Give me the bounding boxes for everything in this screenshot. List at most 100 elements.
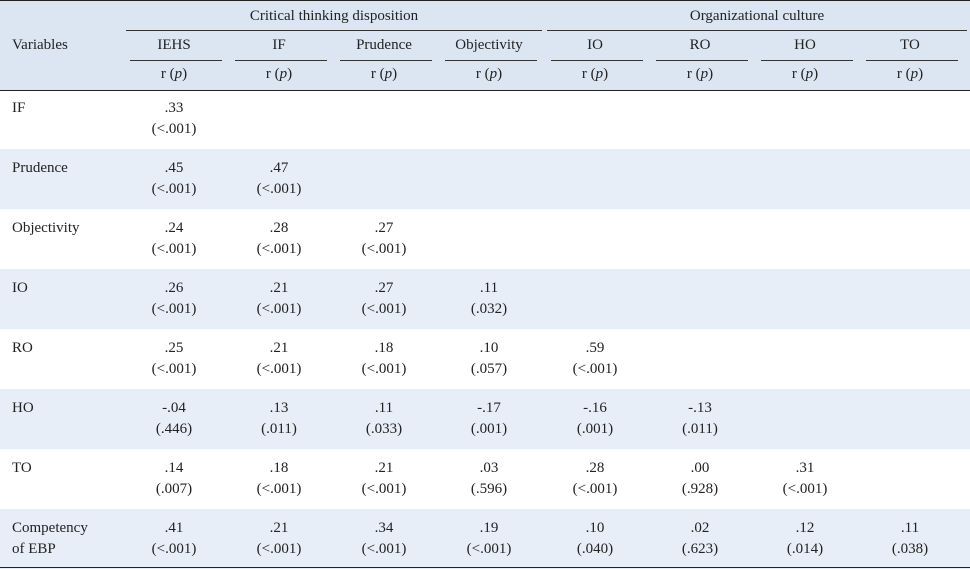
table-cell: .10 (.057) bbox=[441, 338, 537, 380]
r-value: .28 bbox=[585, 460, 605, 476]
column-header: Objectivity bbox=[455, 37, 523, 53]
stat-label: r (p) bbox=[652, 66, 748, 83]
table-cell: .59 (<.001) bbox=[547, 338, 643, 380]
table-cell: .27 (<.001) bbox=[336, 218, 432, 260]
p-value: (<.001) bbox=[151, 241, 197, 257]
r-value: .24 bbox=[164, 220, 184, 236]
stat-label: r (p) bbox=[547, 66, 643, 83]
table-cell: .11 (.038) bbox=[862, 518, 958, 560]
table-cell: .33 (<.001) bbox=[126, 98, 222, 140]
table-header: Variables Critical thinking disposition … bbox=[0, 0, 970, 91]
r-value: .11 bbox=[900, 520, 920, 536]
stat-close: ) bbox=[182, 66, 188, 82]
stat-p: p bbox=[595, 66, 604, 82]
p-value: (.928) bbox=[681, 481, 719, 497]
r-value: .31 bbox=[795, 460, 815, 476]
row-label: RO bbox=[12, 340, 33, 356]
r-value: .33 bbox=[164, 100, 184, 116]
stat-p: p bbox=[700, 66, 709, 82]
table-row: RO .25 (<.001) .21 (<.001) .18 (<.001) .10 (.057… bbox=[0, 329, 970, 389]
column-header: RO bbox=[689, 37, 711, 53]
p-value: (.001) bbox=[470, 421, 508, 437]
p-value: (<.001) bbox=[361, 541, 407, 557]
r-value: .03 bbox=[479, 460, 499, 476]
column-header: Prudence bbox=[356, 37, 412, 53]
table-row: Prudence .45 (<.001) .47 (<.001) bbox=[0, 149, 970, 209]
column-header: TO bbox=[900, 37, 920, 53]
stat-close: ) bbox=[603, 66, 609, 82]
p-value: (<.001) bbox=[256, 181, 302, 197]
p-value: (<.001) bbox=[361, 481, 407, 497]
table-cell: .19 (<.001) bbox=[441, 518, 537, 560]
table-cell: .28 (<.001) bbox=[547, 458, 643, 500]
stat-label: r (p) bbox=[336, 66, 432, 83]
column-header: IO bbox=[587, 37, 603, 53]
table-cell: .03 (.596) bbox=[441, 458, 537, 500]
table-cell: .45 (<.001) bbox=[126, 158, 222, 200]
r-value: .13 bbox=[269, 400, 289, 416]
row-label: Prudence bbox=[12, 160, 68, 176]
stat-r: r ( bbox=[686, 66, 701, 82]
p-value: (<.001) bbox=[256, 361, 302, 377]
p-value: (.623) bbox=[681, 541, 719, 557]
p-value: (<.001) bbox=[782, 481, 828, 497]
p-value: (<.001) bbox=[151, 361, 197, 377]
row-label: Competency of EBP bbox=[12, 520, 88, 557]
p-value: (<.001) bbox=[151, 181, 197, 197]
p-value: (.040) bbox=[576, 541, 614, 557]
p-value: (.001) bbox=[576, 421, 614, 437]
p-value: (<.001) bbox=[256, 481, 302, 497]
p-value: (<.001) bbox=[361, 301, 407, 317]
p-value: (.446) bbox=[155, 421, 193, 437]
r-value: -.04 bbox=[162, 400, 186, 416]
table-cell: .26 (<.001) bbox=[126, 278, 222, 320]
r-value: .45 bbox=[164, 160, 184, 176]
table-cell: .00 (.928) bbox=[652, 458, 748, 500]
row-label: IO bbox=[12, 280, 28, 296]
table-cell: .21 (<.001) bbox=[231, 278, 327, 320]
stat-close: ) bbox=[287, 66, 293, 82]
r-value: .59 bbox=[585, 340, 605, 356]
table-row: IO .26 (<.001) .21 (<.001) .27 (<.001) .11 (.032… bbox=[0, 269, 970, 329]
stat-r: r ( bbox=[581, 66, 596, 82]
r-value: .19 bbox=[479, 520, 499, 536]
column-header: HO bbox=[794, 37, 816, 53]
header-variables: Variables bbox=[12, 37, 68, 53]
stat-r: r ( bbox=[370, 66, 385, 82]
p-value: (<.001) bbox=[256, 541, 302, 557]
stat-close: ) bbox=[708, 66, 714, 82]
stat-r: r ( bbox=[475, 66, 490, 82]
p-value: (.038) bbox=[891, 541, 929, 557]
stat-label: r (p) bbox=[441, 66, 537, 83]
row-label: HO bbox=[12, 400, 34, 416]
stat-p: p bbox=[910, 66, 919, 82]
table-cell: .11 (.032) bbox=[441, 278, 537, 320]
table-cell: .12 (.014) bbox=[757, 518, 853, 560]
table-cell: .14 (.007) bbox=[126, 458, 222, 500]
table-row: HO -.04 (.446) .13 (.011) .11 (.033) -.17 (.001)… bbox=[0, 389, 970, 449]
stat-r: r ( bbox=[265, 66, 280, 82]
p-value: (<.001) bbox=[466, 541, 512, 557]
r-value: .27 bbox=[374, 220, 394, 236]
r-value: .34 bbox=[374, 520, 394, 536]
column-header-rule bbox=[551, 60, 643, 61]
row-label: TO bbox=[12, 460, 32, 476]
p-value: (<.001) bbox=[361, 241, 407, 257]
r-value: .28 bbox=[269, 220, 289, 236]
stat-p: p bbox=[279, 66, 288, 82]
table-cell: .27 (<.001) bbox=[336, 278, 432, 320]
table-cell: .21 (<.001) bbox=[231, 338, 327, 380]
table-cell: .24 (<.001) bbox=[126, 218, 222, 260]
p-value: (<.001) bbox=[572, 481, 618, 497]
r-value: .41 bbox=[164, 520, 184, 536]
r-value: .00 bbox=[690, 460, 710, 476]
stat-r: r ( bbox=[160, 66, 175, 82]
stat-close: ) bbox=[813, 66, 819, 82]
r-value: .47 bbox=[269, 160, 289, 176]
r-value: .12 bbox=[795, 520, 815, 536]
p-value: (<.001) bbox=[572, 361, 618, 377]
stat-r: r ( bbox=[896, 66, 911, 82]
row-label: IF bbox=[12, 100, 26, 116]
p-value: (.032) bbox=[470, 301, 508, 317]
r-value: .11 bbox=[374, 400, 394, 416]
